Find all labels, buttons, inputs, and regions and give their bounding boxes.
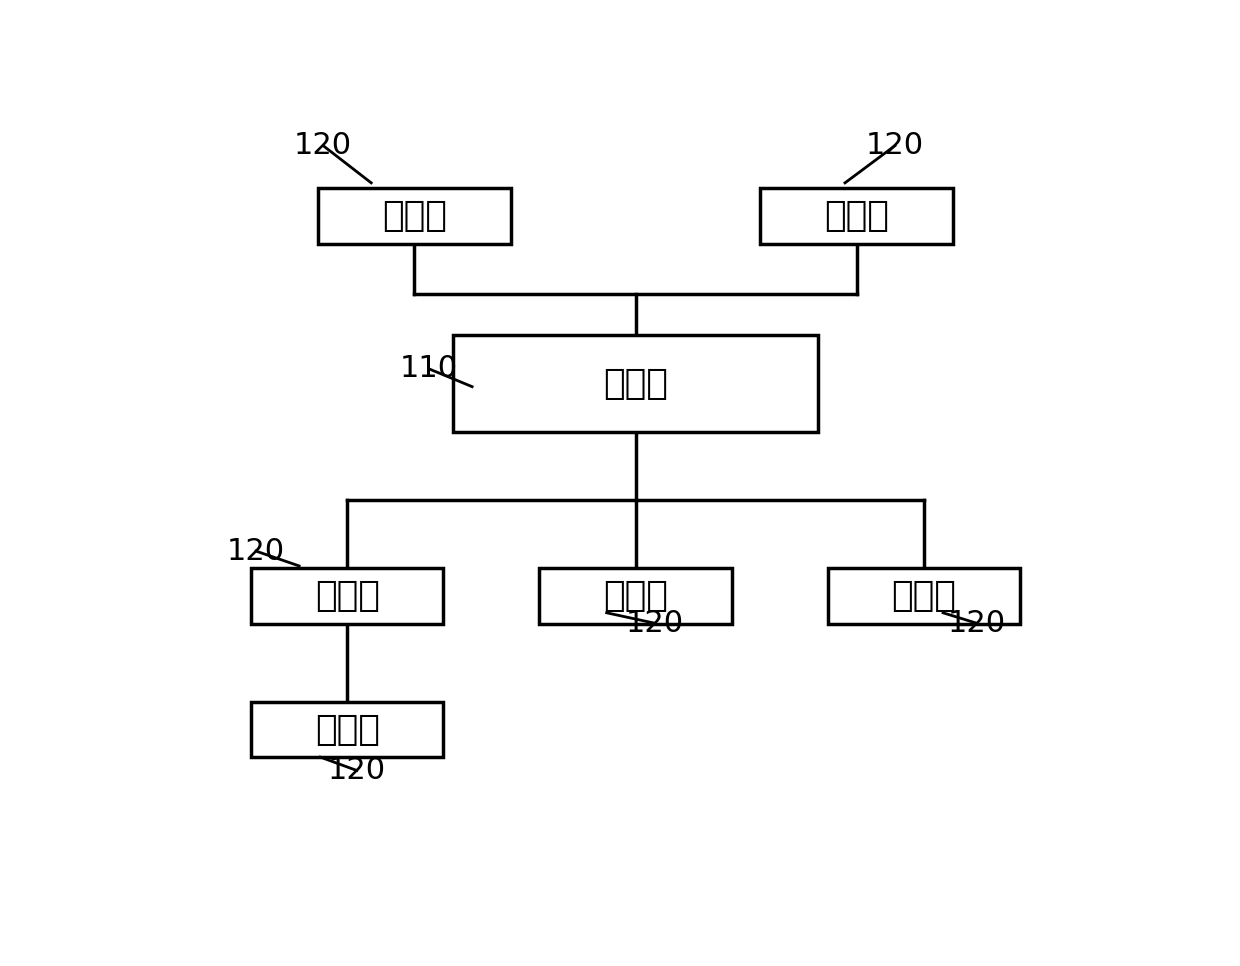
Text: 120: 120 [294, 131, 352, 160]
Text: 室内机: 室内机 [382, 199, 446, 234]
Text: 120: 120 [327, 756, 386, 785]
Text: 室内机: 室内机 [825, 199, 889, 234]
Bar [760, 188, 952, 244]
Text: 室外机: 室外机 [603, 367, 668, 401]
Bar [250, 568, 444, 624]
Bar [453, 335, 818, 432]
Text: 120: 120 [866, 131, 924, 160]
Text: 线控器: 线控器 [315, 713, 379, 747]
Bar [250, 701, 444, 757]
Text: 室内机: 室内机 [603, 579, 668, 612]
Text: 室内机: 室内机 [315, 579, 379, 612]
Text: 120: 120 [947, 609, 1006, 638]
Text: 120: 120 [227, 536, 285, 565]
Text: 110: 110 [399, 355, 458, 384]
Text: 室内机: 室内机 [892, 579, 956, 612]
Bar [319, 188, 511, 244]
Bar [539, 568, 732, 624]
Text: 120: 120 [626, 609, 683, 638]
Bar [828, 568, 1021, 624]
